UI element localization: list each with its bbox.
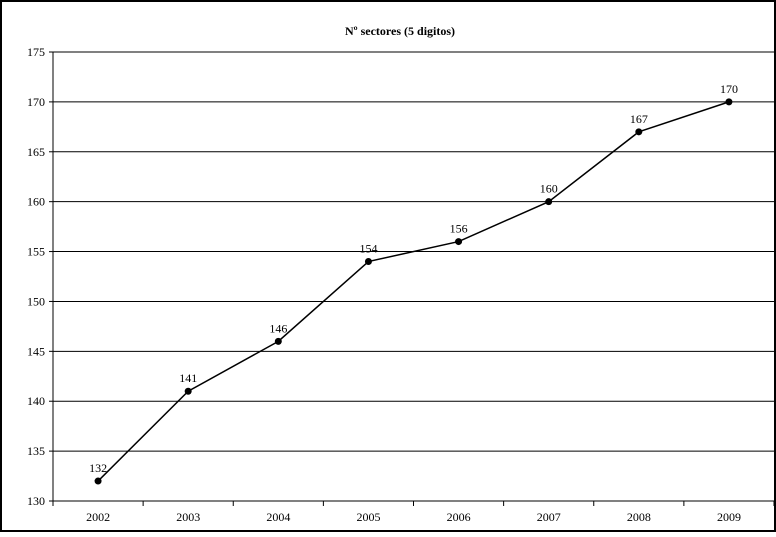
- series: [94, 98, 733, 485]
- x-tick-label: 2002: [86, 510, 110, 524]
- data-label: 141: [179, 371, 197, 385]
- y-tick-label: 130: [27, 494, 45, 508]
- x-tick-label: 2007: [537, 510, 561, 524]
- x-tick-label: 2006: [447, 510, 471, 524]
- x-axis-ticks: 2002 2003 2004 2005 2006 2007 2008 2009: [52, 501, 775, 524]
- x-tick-label: 2005: [356, 510, 380, 524]
- y-tick-label: 160: [27, 195, 45, 209]
- data-point: [635, 128, 643, 136]
- y-tick-label: 140: [27, 394, 45, 408]
- gridlines: [53, 51, 774, 452]
- data-label: 154: [359, 242, 377, 256]
- y-tick-label: 150: [27, 294, 45, 308]
- data-label: 170: [720, 82, 738, 96]
- y-axis-ticks: 130 135 140 145 150 155 160 165 170 175: [27, 45, 53, 508]
- data-point: [274, 337, 282, 345]
- data-point: [455, 238, 463, 246]
- data-label: 132: [89, 461, 107, 475]
- y-tick-label: 145: [27, 344, 45, 358]
- data-point: [545, 198, 553, 206]
- data-label: 160: [540, 182, 558, 196]
- x-tick-label: 2009: [717, 510, 741, 524]
- x-tick-label: 2004: [266, 510, 290, 524]
- y-tick-label: 155: [27, 245, 45, 259]
- y-tick-label: 165: [27, 145, 45, 159]
- chart-title: Nº sectores (5 digitos): [345, 24, 455, 38]
- data-label: 146: [269, 321, 287, 335]
- x-tick-label: 2003: [176, 510, 200, 524]
- data-point: [184, 387, 192, 395]
- y-tick-label: 135: [27, 444, 45, 458]
- data-labels: 132 141 146 154 156 160 167 170: [89, 82, 738, 475]
- y-tick-label: 175: [27, 45, 45, 59]
- data-label: 167: [630, 112, 648, 126]
- y-tick-label: 170: [27, 95, 45, 109]
- data-point: [725, 98, 733, 106]
- data-point: [364, 258, 372, 266]
- data-point: [94, 477, 102, 485]
- data-label: 156: [450, 222, 468, 236]
- series-line: [97, 101, 730, 482]
- x-tick-label: 2008: [627, 510, 651, 524]
